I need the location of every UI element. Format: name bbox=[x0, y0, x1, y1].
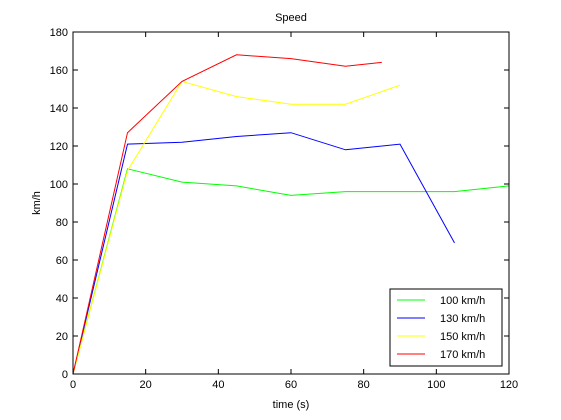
x-axis-title: time (s) bbox=[273, 399, 310, 411]
x-tick-label: 40 bbox=[212, 379, 224, 391]
legend-label-3: 150 km/h bbox=[440, 331, 485, 343]
tick-layer: 0 20 40 60 80 100 120 0 20 40 60 80 100 120 140 160 180 bbox=[50, 27, 519, 391]
x-tick-label: 20 bbox=[140, 379, 152, 391]
y-tick-label: 100 bbox=[50, 179, 68, 191]
y-axis-title: km/h bbox=[31, 191, 43, 215]
series-line-3 bbox=[72, 80, 401, 375]
y-tick-label: 120 bbox=[50, 141, 68, 153]
x-tick-label: 80 bbox=[358, 379, 370, 391]
y-tick-label: 160 bbox=[50, 65, 68, 77]
legend-label-4: 170 km/h bbox=[440, 349, 485, 361]
legend: 100 km/h 130 km/h 150 km/h 170 km/h bbox=[389, 288, 503, 367]
series-line-4 bbox=[72, 54, 382, 375]
series-line-1 bbox=[72, 168, 510, 375]
series-line-2 bbox=[72, 132, 455, 375]
y-tick-label: 60 bbox=[56, 255, 68, 267]
series-layer bbox=[72, 54, 510, 375]
chart-title: Speed bbox=[275, 12, 307, 24]
x-tick-label: 100 bbox=[427, 379, 445, 391]
plot-frame bbox=[72, 31, 510, 375]
legend-label-1: 100 km/h bbox=[440, 295, 485, 307]
y-tick-label: 40 bbox=[56, 293, 68, 305]
y-tick-label: 0 bbox=[62, 369, 68, 381]
y-tick-label: 140 bbox=[50, 103, 68, 115]
y-tick-label: 180 bbox=[50, 27, 68, 39]
legend-box bbox=[389, 288, 503, 367]
legend-label-2: 130 km/h bbox=[440, 313, 485, 325]
x-tick-label: 0 bbox=[70, 379, 76, 391]
y-tick-label: 80 bbox=[56, 217, 68, 229]
x-tick-label: 60 bbox=[285, 379, 297, 391]
x-tick-label: 120 bbox=[500, 379, 518, 391]
y-tick-label: 20 bbox=[56, 331, 68, 343]
